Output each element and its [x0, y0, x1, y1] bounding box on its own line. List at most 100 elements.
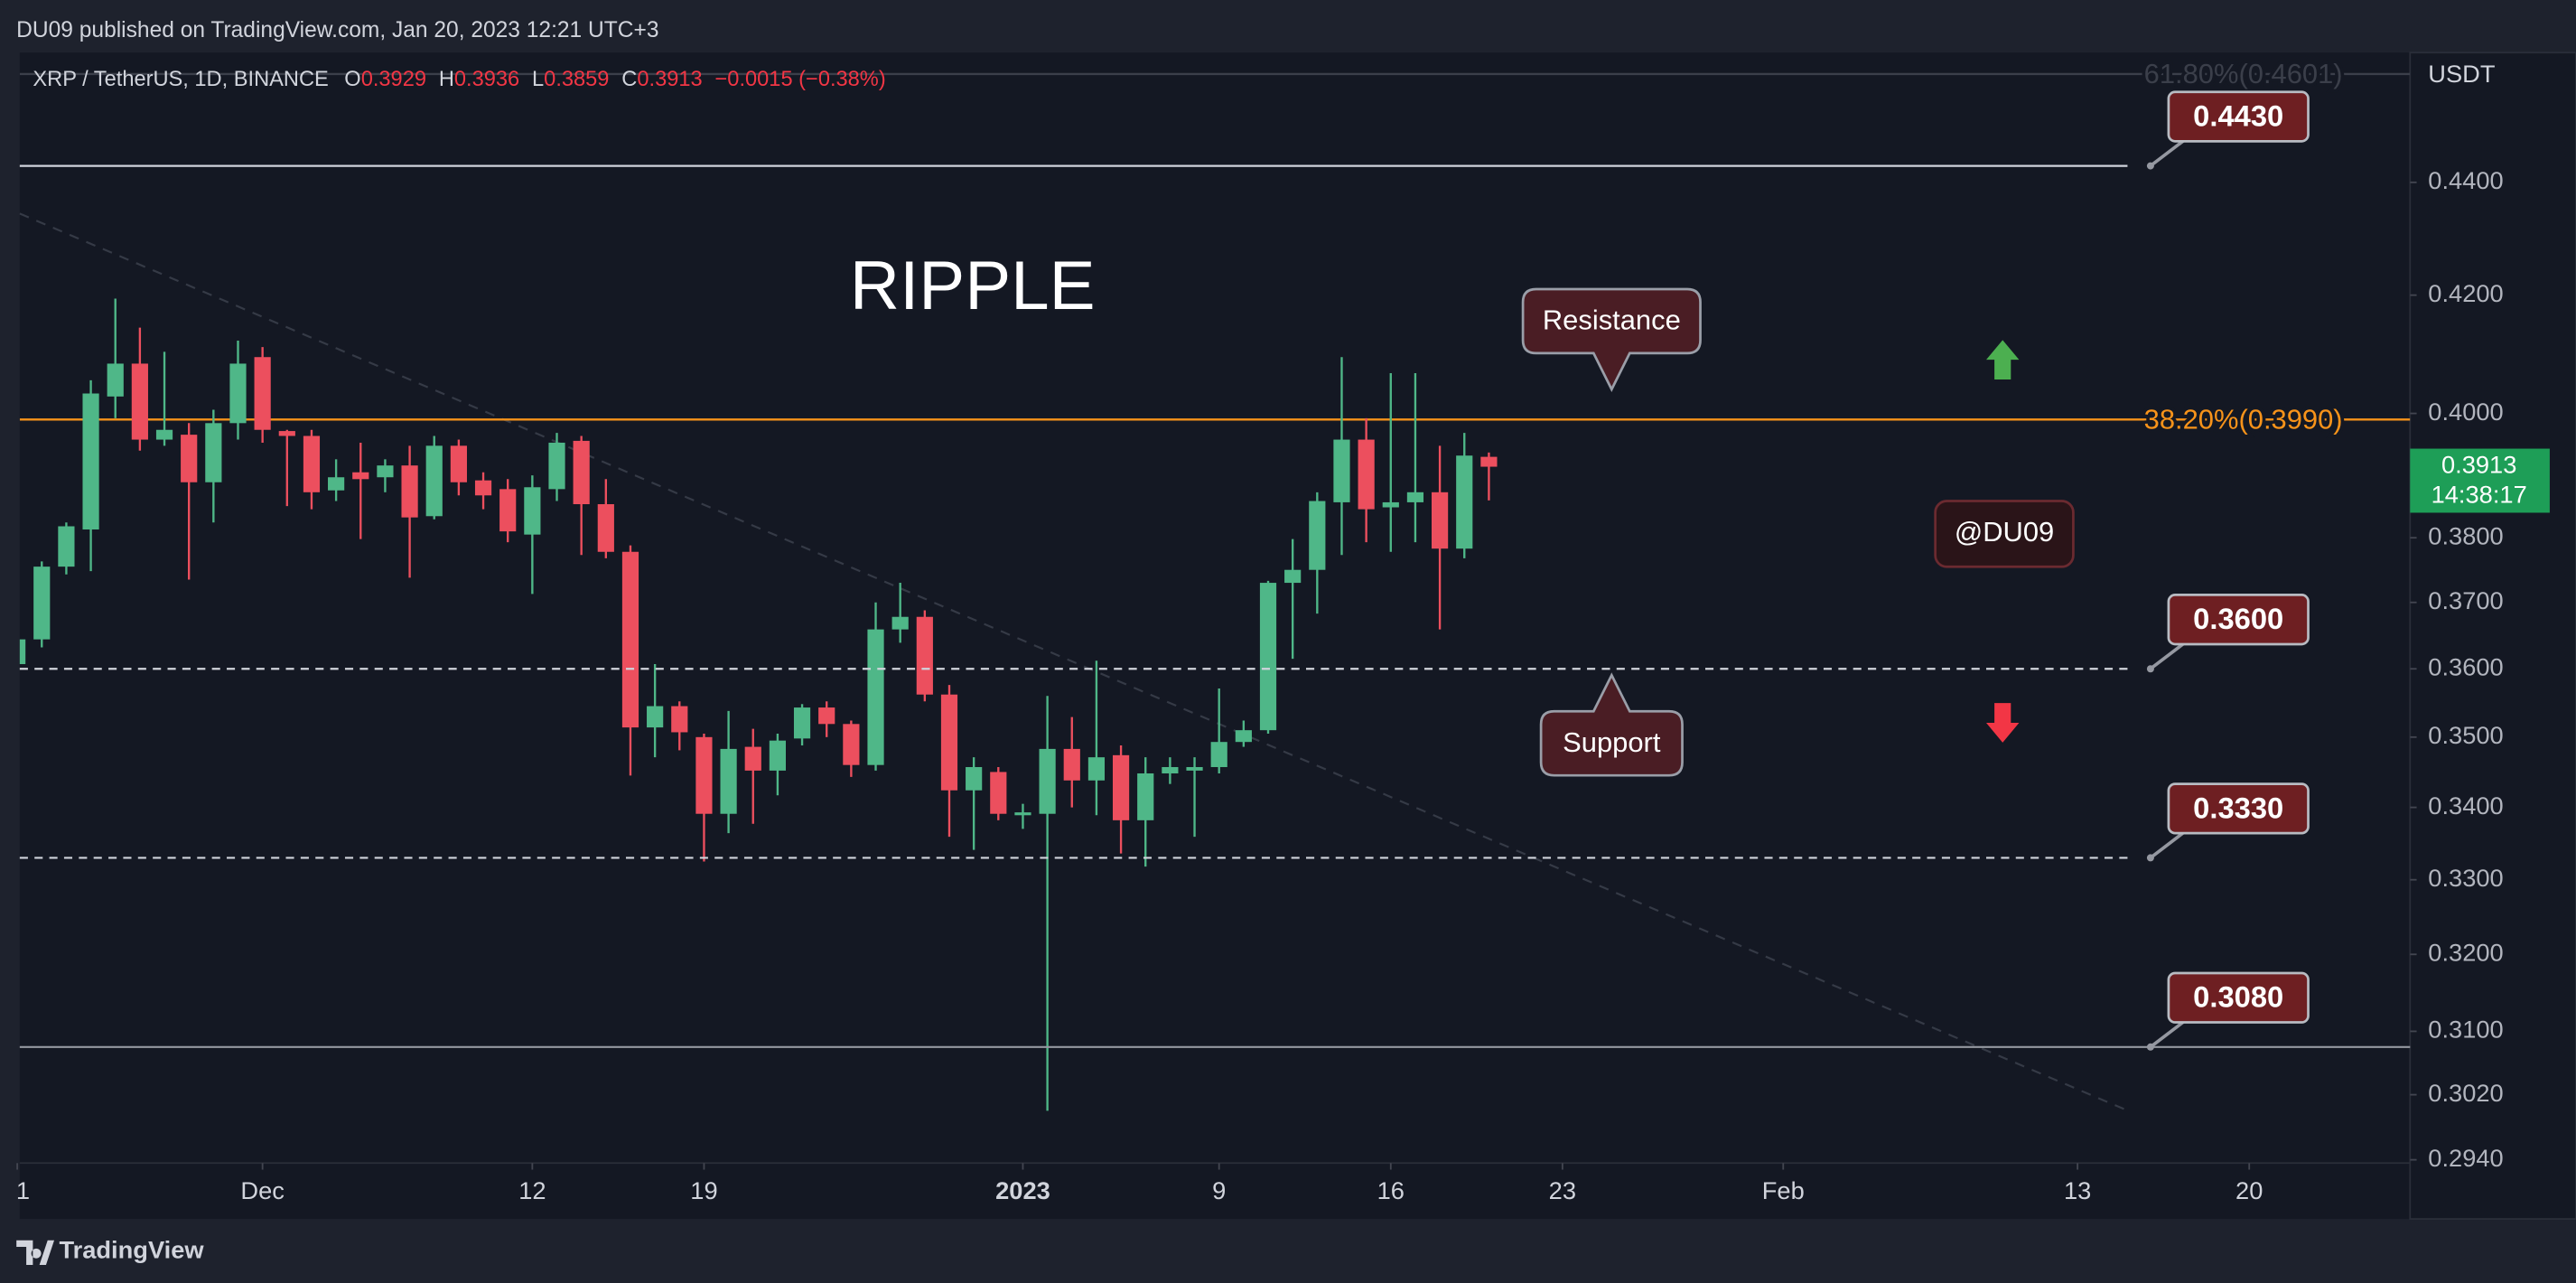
candle-body — [744, 746, 761, 771]
candle-body — [990, 772, 1007, 814]
annotation-title: RIPPLE — [850, 248, 1096, 324]
author-text: @DU09 — [1955, 516, 2054, 548]
callout-box — [2167, 90, 2310, 143]
callout-pointer — [2149, 1019, 2187, 1049]
publish-info: DU09 published on TradingView.com, Jan 2… — [16, 18, 658, 42]
legend-change: −0.0015 (−0.38%) — [715, 68, 886, 91]
candle-body — [647, 706, 664, 728]
price-axis-panel — [2409, 52, 2576, 1220]
candle-body — [843, 724, 860, 765]
legend-value: 0.3929 — [361, 68, 426, 91]
candle-body — [695, 736, 713, 814]
candle-body — [401, 465, 418, 518]
y-tick-label: 0.3500 — [2428, 721, 2503, 749]
candle-body — [1480, 456, 1498, 467]
candle-body — [1186, 766, 1203, 771]
callout-text: Support — [1563, 726, 1661, 758]
candle-body — [450, 445, 467, 482]
candle-body — [328, 477, 345, 491]
candle-body — [597, 504, 614, 552]
candle-body — [1063, 748, 1080, 781]
price-tag — [2410, 448, 2550, 513]
y-tick-label: 0.3800 — [2428, 521, 2503, 549]
candle-body — [818, 707, 835, 725]
candle-body — [1039, 748, 1056, 814]
candle-body — [1284, 569, 1302, 584]
callout-label: 0.4430 — [2193, 99, 2283, 133]
candle-body — [940, 694, 958, 791]
callout-text: Resistance — [1543, 304, 1681, 336]
candle-body — [131, 363, 148, 440]
callout-anchor — [2146, 854, 2154, 862]
axis-unit: USDT — [2428, 60, 2496, 88]
resistance-callout: Resistance — [1521, 287, 1702, 392]
callout-box — [2167, 782, 2310, 835]
legend-letter: C — [621, 68, 637, 91]
y-tick-label: 0.3100 — [2428, 1016, 2503, 1044]
legend-letter: O — [344, 68, 360, 91]
callout-box — [2167, 971, 2310, 1024]
candle-body — [205, 423, 222, 482]
candle-body — [377, 465, 394, 478]
x-tick-label: 19 — [690, 1176, 717, 1204]
y-tick-label: 0.3400 — [2428, 791, 2503, 819]
candle-body — [1087, 757, 1106, 781]
support-callout: Support — [1539, 672, 1684, 777]
candle-body — [916, 616, 933, 695]
y-tick-label: 0.3300 — [2428, 864, 2503, 892]
candle-body — [352, 472, 369, 480]
candle-body — [1210, 742, 1227, 767]
candle-body — [1112, 754, 1130, 820]
candle-body — [524, 487, 541, 535]
candle-body — [82, 393, 99, 530]
legend-symbol: XRP / TetherUS, 1D, BINANCE — [33, 68, 328, 91]
candle-body — [1431, 492, 1449, 549]
y-tick-label: 0.3600 — [2428, 652, 2503, 680]
fib-label: 38.20%(0.3990) — [2144, 403, 2343, 435]
x-tick-label: 9 — [1212, 1176, 1226, 1204]
callout-pointer — [2149, 138, 2187, 168]
y-tick-label: 0.2940 — [2428, 1144, 2503, 1172]
candle-body — [573, 440, 590, 505]
candle-body — [474, 480, 492, 496]
legend-value: 0.3913 — [637, 68, 702, 91]
x-tick-label: 23 — [1549, 1176, 1576, 1204]
y-tick-label: 0.3020 — [2428, 1079, 2503, 1107]
candle-body — [1014, 812, 1031, 816]
x-tick-label: 12 — [518, 1176, 546, 1204]
callout-anchor — [2146, 665, 2154, 673]
legend-value: 0.3859 — [544, 68, 609, 91]
y-tick-label: 0.4200 — [2428, 279, 2503, 307]
candle-body — [1235, 730, 1252, 743]
candle-body — [1358, 439, 1375, 510]
callout-pointer — [2149, 829, 2187, 859]
y-tick-label: 0.4400 — [2428, 166, 2503, 194]
callout-label: 0.3080 — [2193, 980, 2283, 1014]
candle-body — [548, 442, 565, 490]
candle-body — [181, 435, 198, 482]
plot — [19, 72, 2411, 1111]
x-tick-label: 20 — [2235, 1176, 2263, 1204]
candle-body — [671, 706, 688, 733]
y-tick-label: 0.4000 — [2428, 398, 2503, 426]
candle-body — [107, 363, 124, 397]
author-box — [1934, 500, 2075, 568]
candle-body — [1309, 501, 1326, 570]
x-tick-label: 1 — [16, 1176, 30, 1204]
author-tag: @DU09 — [1934, 500, 2075, 568]
candle-body — [499, 489, 517, 532]
candle-body — [966, 766, 983, 791]
fib-label: 61.80%(0.4601) — [2144, 58, 2343, 89]
legend-value: 0.3936 — [454, 68, 519, 91]
candle-body — [891, 616, 909, 630]
plot-area — [19, 52, 2411, 1220]
candle-body — [58, 526, 75, 567]
candle-body — [229, 363, 247, 424]
x-tick-label: 2023 — [995, 1176, 1050, 1204]
callout-box — [1521, 287, 1702, 392]
y-tick-label: 0.3200 — [2428, 938, 2503, 966]
price-tag-countdown: 14:38:17 — [2431, 480, 2527, 508]
x-tick-label: 13 — [2064, 1176, 2091, 1204]
candle-body — [425, 445, 443, 517]
